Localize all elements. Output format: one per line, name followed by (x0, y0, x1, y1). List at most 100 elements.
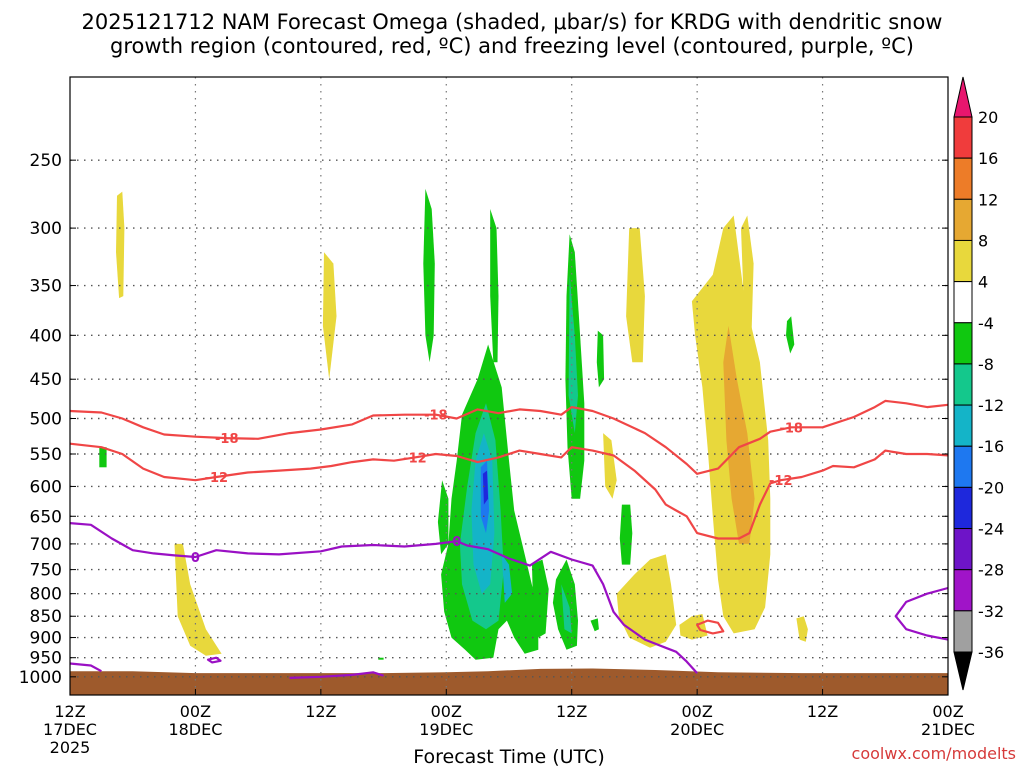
colorbar-box-4 (953, 281, 973, 324)
x-tick-label-6-0: 12Z (807, 702, 838, 721)
colorbar-label-3: 8 (978, 231, 988, 250)
colorbar-label-8: -16 (978, 437, 1004, 456)
omega-region-0 (116, 191, 125, 299)
colorbar-box-8 (953, 445, 973, 488)
omega-region-2 (322, 252, 337, 380)
colorbar-box-0 (953, 116, 973, 159)
x-tick-label-5-1: 20DEC (670, 720, 724, 739)
colorbar: 20 16 12 8 4 -4 -8 -12 -16 -20 -24 -28 -32 -36 (953, 76, 1004, 691)
plot-frame (69, 76, 949, 696)
omega-region-21 (619, 504, 633, 565)
terrain-shading (70, 668, 948, 695)
contour-line-0 (69, 399, 949, 475)
x-tick-label-5-0: 00Z (681, 702, 712, 721)
x-tick-label-3-1: 19DEC (419, 720, 473, 739)
colorbar-label-9: -20 (978, 478, 1004, 497)
colorbar-box-2 (953, 198, 973, 241)
omega-region-26 (561, 584, 572, 634)
x-tick-label-0-2: 2025 (50, 738, 91, 757)
omega-region-6 (679, 614, 708, 640)
y-tick-label-450: 450 (30, 370, 62, 390)
contour-label-1-0: -12 (205, 471, 229, 486)
colorbar-label-7: -12 (978, 396, 1004, 415)
colorbar-label-12: -32 (978, 602, 1004, 621)
colorbar-box-1 (953, 157, 973, 200)
colorbar-label-2: 12 (978, 190, 998, 209)
omega-region-20 (590, 618, 599, 632)
omega-region-4 (603, 433, 617, 499)
x-tick-label-7-1: 21DEC (921, 720, 975, 739)
contour-line-7 (695, 619, 725, 635)
contour-line-3 (69, 662, 102, 673)
colorbar-label-0: 20 (978, 108, 998, 127)
contour-label-1-2: -12 (769, 474, 793, 489)
colorbar-box-7 (953, 404, 973, 447)
omega-region-17 (437, 480, 449, 555)
y-tick-label-700: 700 (30, 535, 62, 555)
colorbar-label-13: -36 (978, 643, 1004, 662)
x-tick-label-1-1: 18DEC (168, 720, 222, 739)
colorbar-label-5: -4 (978, 314, 994, 333)
contour-line-6 (206, 656, 222, 664)
contour-line-1 (69, 442, 949, 540)
credit-text[interactable]: coolwx.com/modelts (851, 744, 1016, 763)
contour-label-1-1: -12 (403, 451, 427, 466)
colorbar-box-9 (953, 486, 973, 530)
omega-region-3 (626, 228, 645, 363)
colorbar-box-10 (953, 528, 973, 571)
axis-layer: 2503003504004505005506006507007508008509… (19, 151, 975, 757)
omega-region-12 (490, 209, 499, 363)
omega-region-19 (532, 559, 549, 638)
colorbar-label-6: -8 (978, 355, 994, 374)
terrain-layer (70, 668, 948, 695)
colorbar-box-6 (953, 363, 973, 406)
colorbar-label-4: 4 (978, 273, 988, 292)
omega-region-22 (378, 657, 384, 660)
omega-region-10 (796, 616, 808, 642)
x-axis-label: Forecast Time (UTC) (413, 746, 604, 768)
y-tick-label-750: 750 (30, 561, 62, 581)
contour-line-2 (69, 522, 698, 674)
colorbar-box-12 (953, 610, 973, 653)
y-tick-label-250: 250 (30, 151, 62, 171)
colorbar-box-5 (953, 322, 973, 365)
colorbar-bottom-arrow (953, 651, 973, 691)
omega-region-15 (786, 316, 795, 354)
x-tick-label-3-0: 00Z (431, 702, 462, 721)
colorbar-box-11 (953, 569, 973, 612)
x-tick-label-0-1: 17DEC (43, 720, 97, 739)
contour-label-2-0: 0 (191, 551, 200, 566)
y-tick-label-600: 600 (30, 477, 62, 497)
contour-label-2-1: 0 (452, 535, 461, 550)
omega-shading-layer (99, 188, 808, 660)
colorbar-label-10: -24 (978, 520, 1004, 539)
x-tick-label-0-0: 12Z (54, 702, 85, 721)
omega-region-5 (616, 554, 677, 648)
colorbar-label-1: 16 (978, 149, 998, 168)
y-tick-label-550: 550 (30, 445, 62, 465)
colorbar-label-11: -28 (978, 561, 1004, 580)
y-tick-label-1000: 1000 (19, 668, 62, 688)
colorbar-box-3 (953, 239, 973, 283)
y-tick-label-900: 900 (30, 629, 62, 649)
x-tick-label-4-0: 12Z (556, 702, 587, 721)
omega-region-28 (501, 554, 513, 603)
y-tick-label-350: 350 (30, 277, 62, 297)
grid-layer (70, 77, 948, 695)
chart-title-line2: growth region (contoured, red, ºC) and f… (110, 34, 914, 58)
omega-region-11 (423, 188, 435, 363)
x-tick-label-1-0: 00Z (180, 702, 211, 721)
contour-label-0-2: -18 (779, 421, 803, 436)
omega-region-9 (741, 215, 754, 336)
omega-region-30 (482, 470, 489, 505)
colorbar-top-arrow (953, 76, 973, 118)
omega-region-23 (99, 447, 107, 468)
x-tick-label-2-0: 12Z (305, 702, 336, 721)
omega-region-14 (596, 330, 605, 388)
x-tick-label-7-0: 00Z (932, 702, 963, 721)
omega-region-8 (723, 325, 755, 544)
y-tick-label-650: 650 (30, 507, 62, 527)
chart-title-line1: 2025121712 NAM Forecast Omega (shaded, μ… (81, 10, 943, 34)
contour-label-0-0: -18 (215, 432, 239, 447)
